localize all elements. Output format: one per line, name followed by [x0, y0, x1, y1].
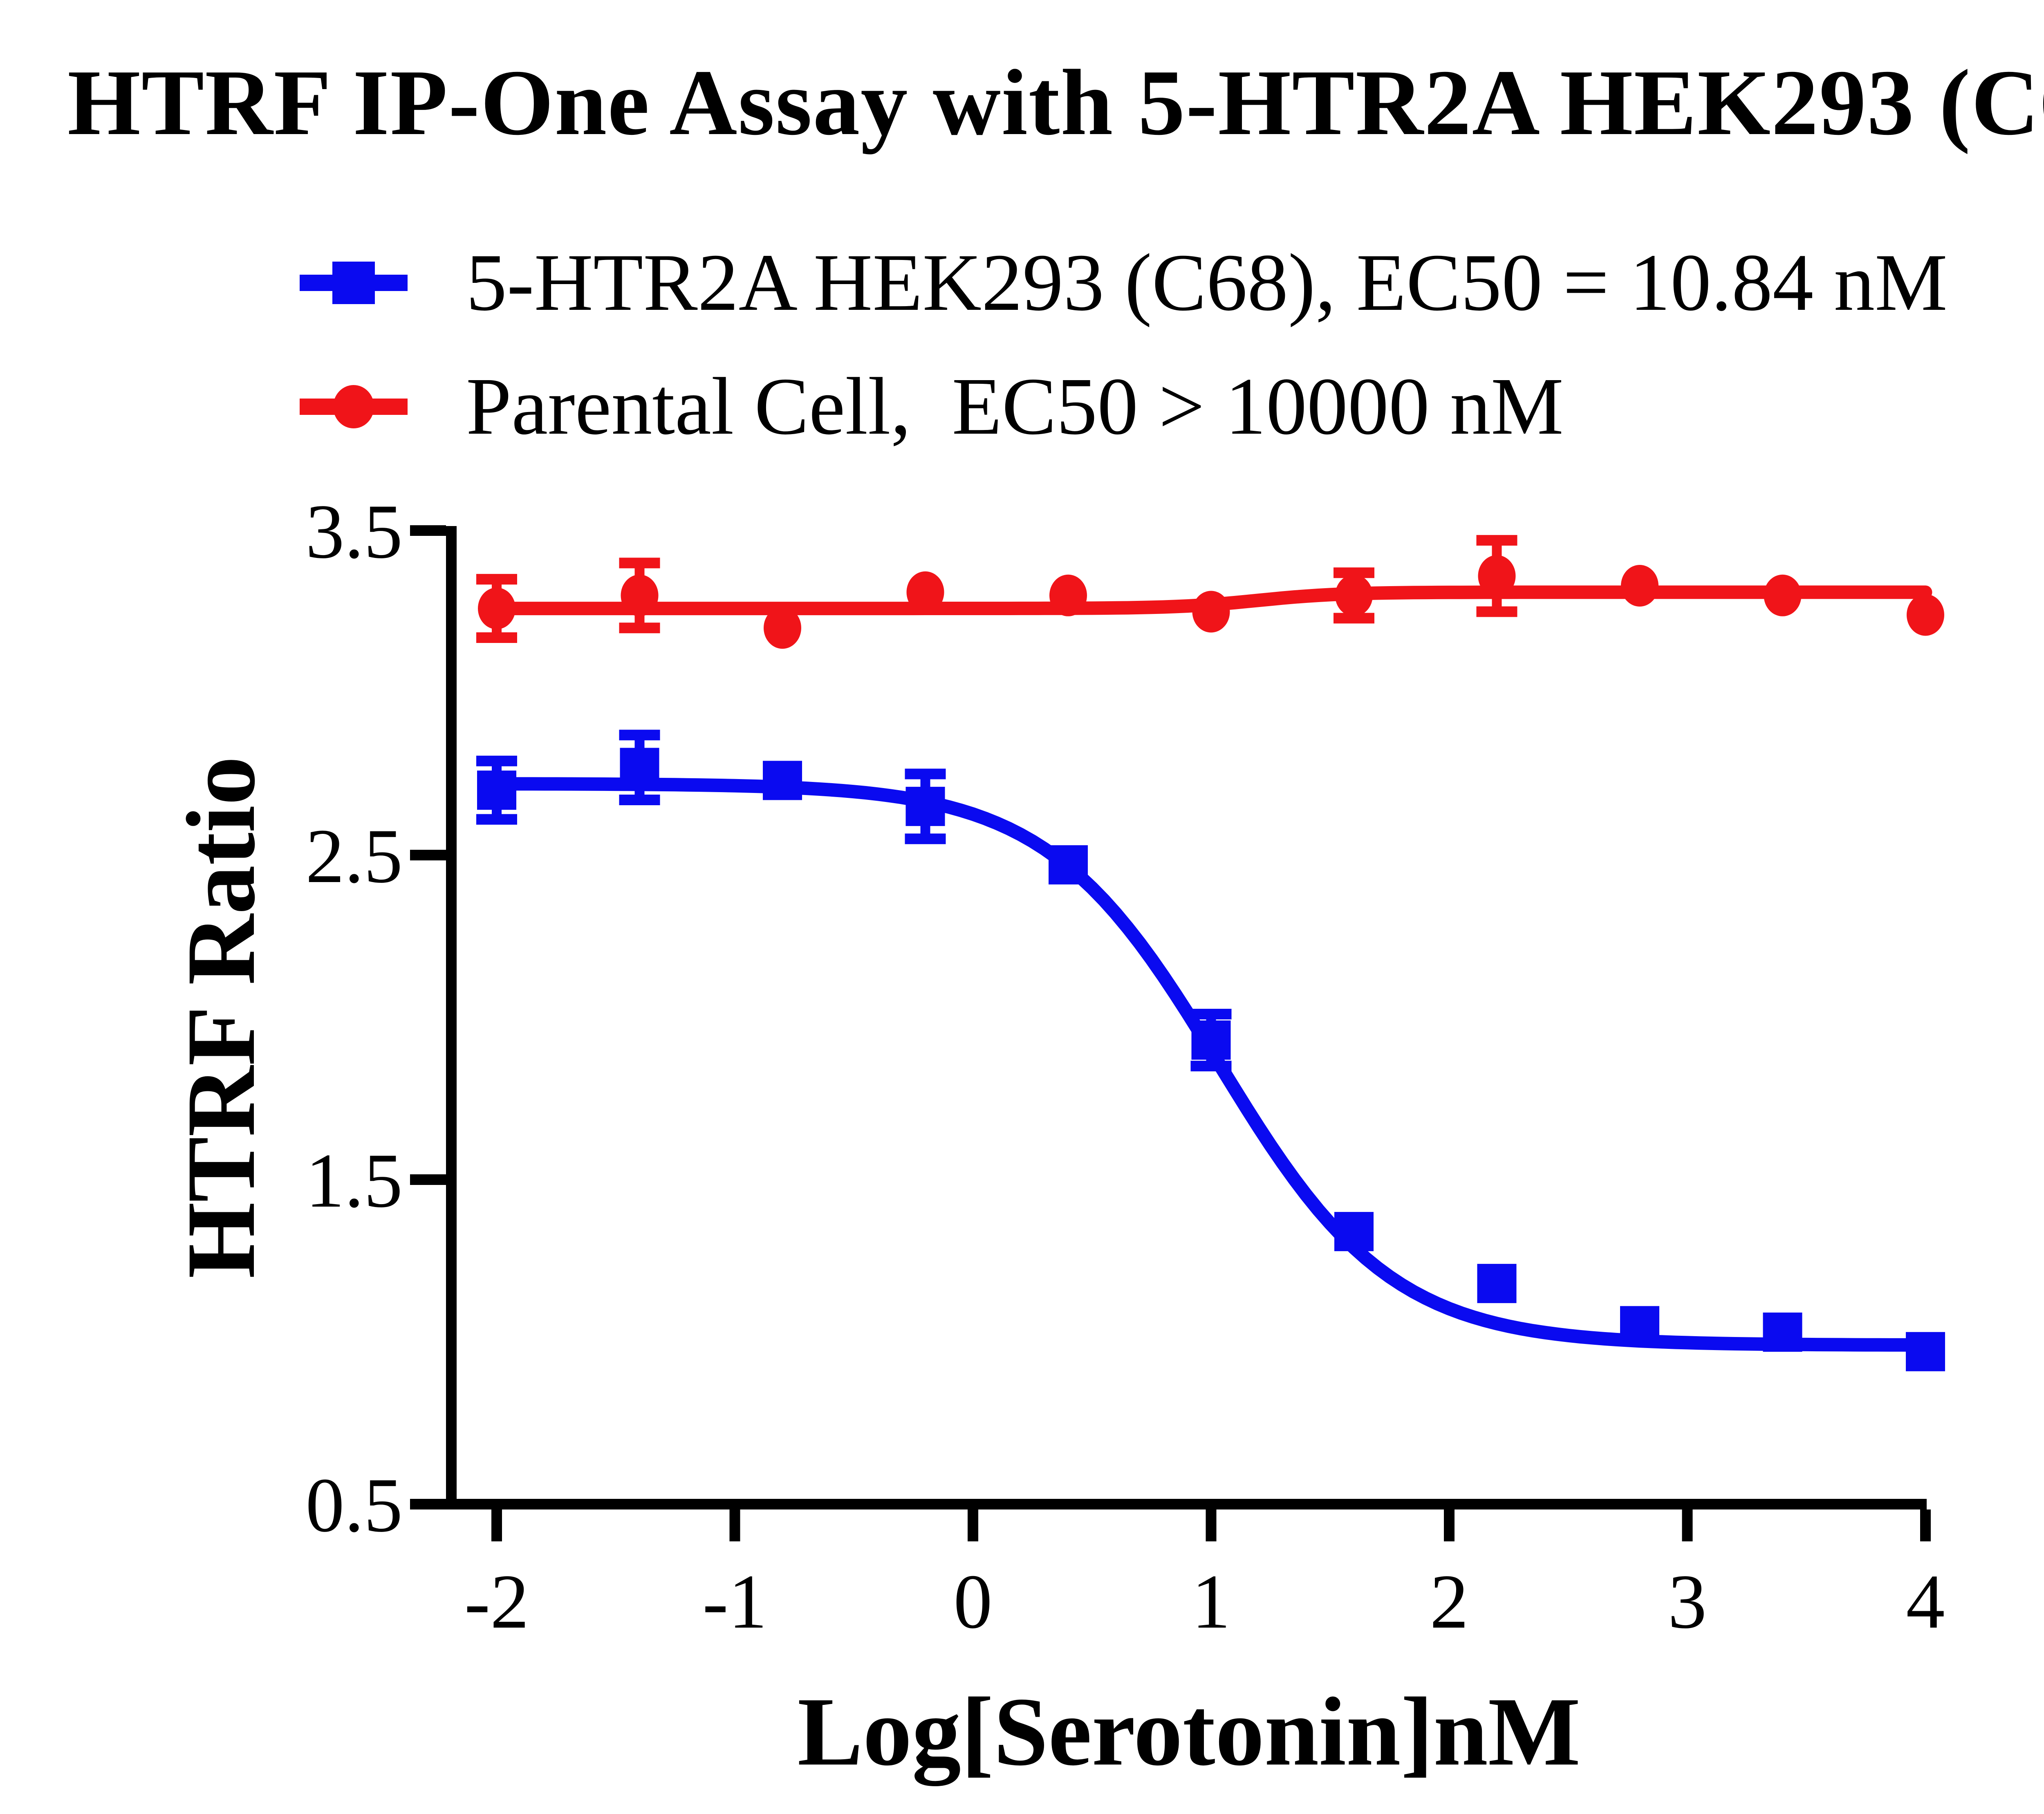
- data-point-circle: [621, 574, 659, 616]
- legend-square: [332, 262, 375, 304]
- data-point-square: [1334, 1212, 1374, 1252]
- y-tick-label: 2.5: [306, 813, 403, 899]
- x-tick-label: 1: [1192, 1559, 1230, 1645]
- legend-item-htr2a: 5-HTR2A HEK293 (C68), EC50 = 10.84 nM: [296, 242, 1948, 324]
- data-point-circle: [478, 587, 515, 629]
- data-point-circle: [764, 607, 801, 649]
- legend-label-parental: Parental Cell, EC50 > 10000 nM: [466, 361, 1564, 452]
- data-point-square: [477, 770, 516, 810]
- x-tick-label: 2: [1430, 1559, 1469, 1645]
- data-point-circle: [1192, 591, 1230, 633]
- data-point-square: [1191, 1020, 1231, 1060]
- data-point-circle: [1049, 574, 1087, 616]
- x-tick-label: -2: [464, 1559, 529, 1645]
- data-point-square: [763, 761, 802, 800]
- data-point-circle: [1478, 555, 1516, 597]
- data-point-circle: [1335, 574, 1373, 616]
- data-point-square: [620, 748, 659, 787]
- series-htr2a: [476, 730, 1945, 1371]
- x-tick-label: 4: [1906, 1559, 1945, 1645]
- legend-circle: [333, 385, 374, 428]
- x-tick-label: 0: [954, 1559, 993, 1645]
- data-point-square: [1620, 1306, 1659, 1346]
- x-tick-label: 3: [1668, 1559, 1707, 1645]
- series-parental: [476, 535, 1944, 649]
- legend-marker-square-icon: [300, 262, 408, 304]
- y-tick-label: 0.5: [306, 1462, 403, 1548]
- y-tick-label: 3.5: [306, 489, 403, 575]
- axes: [446, 526, 1927, 1509]
- axis-frame: [446, 526, 1927, 1509]
- data-point-circle: [1621, 564, 1659, 607]
- y-tick-label: 1.5: [306, 1138, 403, 1224]
- x-ticks: -2 -1 0 1 2 3 4: [464, 1509, 1945, 1645]
- data-point-square: [1906, 1332, 1945, 1371]
- data-point-circle: [1907, 594, 1944, 636]
- legend: 5-HTR2A HEK293 (C68), EC50 = 10.84 nM Pa…: [296, 242, 1948, 448]
- y-axis-title: HTRF Ratio: [166, 756, 275, 1279]
- y-ticks: 0.5 1.5 2.5 3.5: [306, 489, 446, 1548]
- x-tick-label: -1: [702, 1559, 767, 1645]
- chart-title: HTRF IP-One Assay with 5-HTR2A HEK293 (C…: [67, 50, 2044, 155]
- legend-marker-circle-icon: [300, 385, 408, 428]
- legend-label-htr2a: 5-HTR2A HEK293 (C68), EC50 = 10.84 nM: [466, 237, 1948, 328]
- legend-item-parental: Parental Cell, EC50 > 10000 nM: [296, 366, 1948, 448]
- data-point-square: [905, 786, 945, 826]
- x-axis-title: Log[Serotonin]nM: [797, 1677, 1581, 1786]
- data-point-square: [1763, 1312, 1802, 1352]
- data-point-square: [1477, 1264, 1517, 1303]
- data-point-square: [1049, 845, 1088, 885]
- data-point-circle: [1764, 574, 1802, 616]
- data-point-circle: [906, 571, 944, 613]
